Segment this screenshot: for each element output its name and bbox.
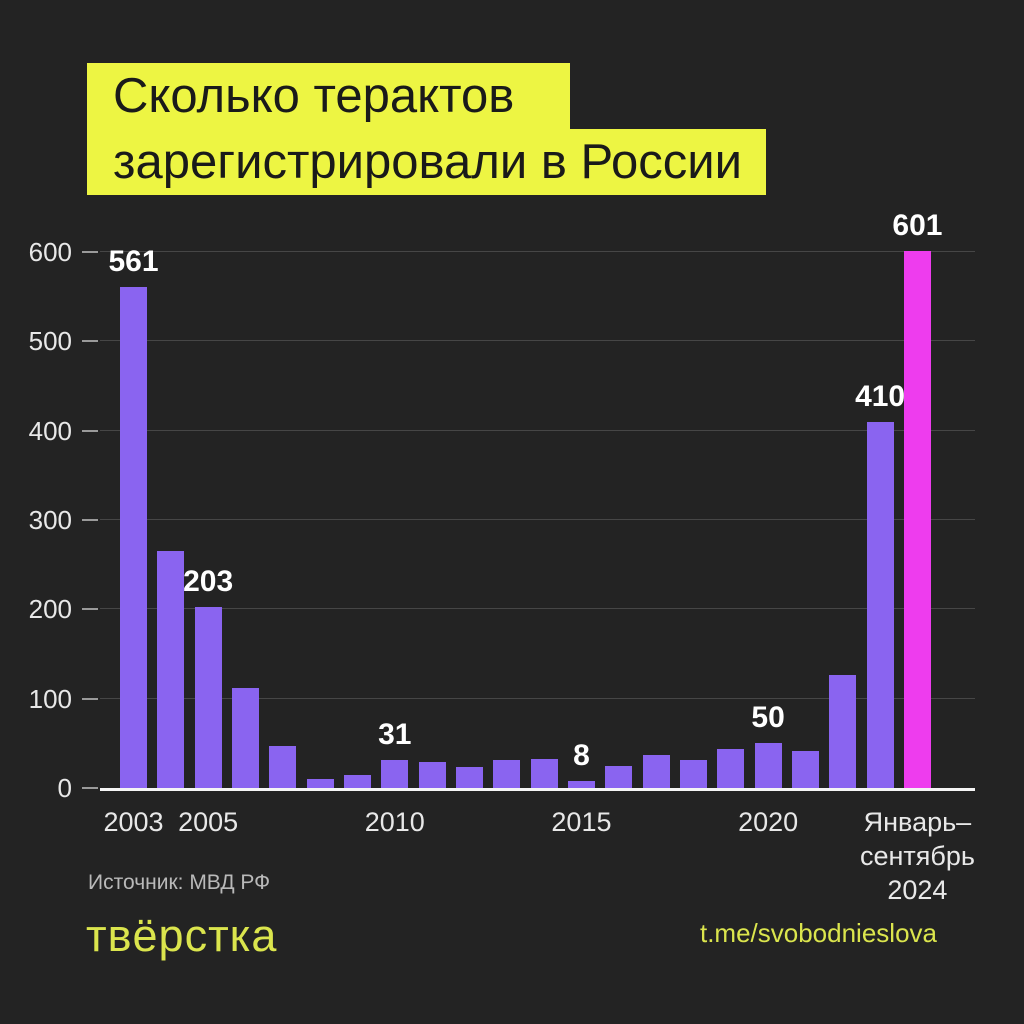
bar-2014 [530,759,558,788]
bar-chart-plot-area: 0 100 200 300 400 500 600 561 203 31 8 50 410 601 2003… [29,209,975,905]
y-axis-tick-600 [82,251,98,253]
x-axis-label-2005: 2005 [178,807,239,837]
x-axis-label-2003: 2003 [103,807,164,837]
telegram-link[interactable]: t.me/svobodnieslova [699,918,937,948]
y-axis-label-300: 300 [28,505,72,535]
bar-value-label-2024: 601 [892,209,943,243]
verstka-logo: твёрстка [86,910,278,961]
bar-2012 [455,766,483,788]
gridline-500 [100,340,975,342]
bar-value-label-2005: 203 [183,564,234,598]
y-axis-label-500: 500 [28,326,72,357]
y-axis-tick-300 [82,519,98,521]
bar-2021 [791,751,819,788]
page-title-line-1: Сколько терактов [87,63,571,129]
bar-2024 [903,251,931,788]
bar-2017 [642,754,670,788]
bar-2023 [866,421,894,788]
x-axis-label-2015: 2015 [551,807,612,837]
title-block: Сколько терактов зарегистрировали в Росс… [87,63,767,195]
bar-2003 [120,286,147,788]
bar-2018 [679,760,707,788]
bar-2006 [231,687,259,788]
gridline-400 [100,429,975,431]
y-axis-tick-400 [82,429,98,432]
bar-2009 [343,774,371,788]
bar-2022 [829,674,857,788]
bar-value-label-2023: 410 [855,379,906,413]
bar-2007 [269,746,297,788]
bar-2005 [194,606,222,788]
bar-2008 [306,779,334,788]
y-axis-label-0: 0 [57,773,72,803]
gridline-200 [100,608,975,610]
y-axis-label-200: 200 [28,594,72,625]
bar-value-label-2020: 50 [751,701,785,735]
gridline-600 [100,251,975,252]
bar-value-label-2015: 8 [573,738,590,772]
bar-2020 [754,743,782,788]
gridline-300 [100,519,975,520]
x-axis-label-2010: 2010 [364,807,425,837]
bar-value-label-2010: 31 [378,718,412,752]
bar-2011 [418,762,446,788]
bar-2016 [605,765,633,788]
x-axis-label-2020: 2020 [738,807,799,837]
y-axis-tick-0 [82,787,98,789]
page-title-line-2: зарегистрировали в России [87,129,767,195]
y-axis-tick-500 [82,340,98,343]
y-axis-label-600: 600 [28,237,72,267]
gridline-100 [100,697,975,699]
source-note: Источник: МВД РФ [88,871,271,894]
y-axis-tick-200 [82,608,98,611]
y-axis-label-400: 400 [28,415,72,446]
bar-2015 [567,780,595,788]
bar-2010 [381,760,409,788]
bar-2019 [717,748,745,788]
x-axis-label-2024: Январь– сентябрь 2024 [859,807,975,905]
bar-value-label-2003: 561 [108,244,159,278]
bar-2013 [493,760,521,788]
bar-2004 [157,551,185,788]
y-axis-label-100: 100 [28,683,72,714]
y-axis-tick-100 [82,697,98,700]
